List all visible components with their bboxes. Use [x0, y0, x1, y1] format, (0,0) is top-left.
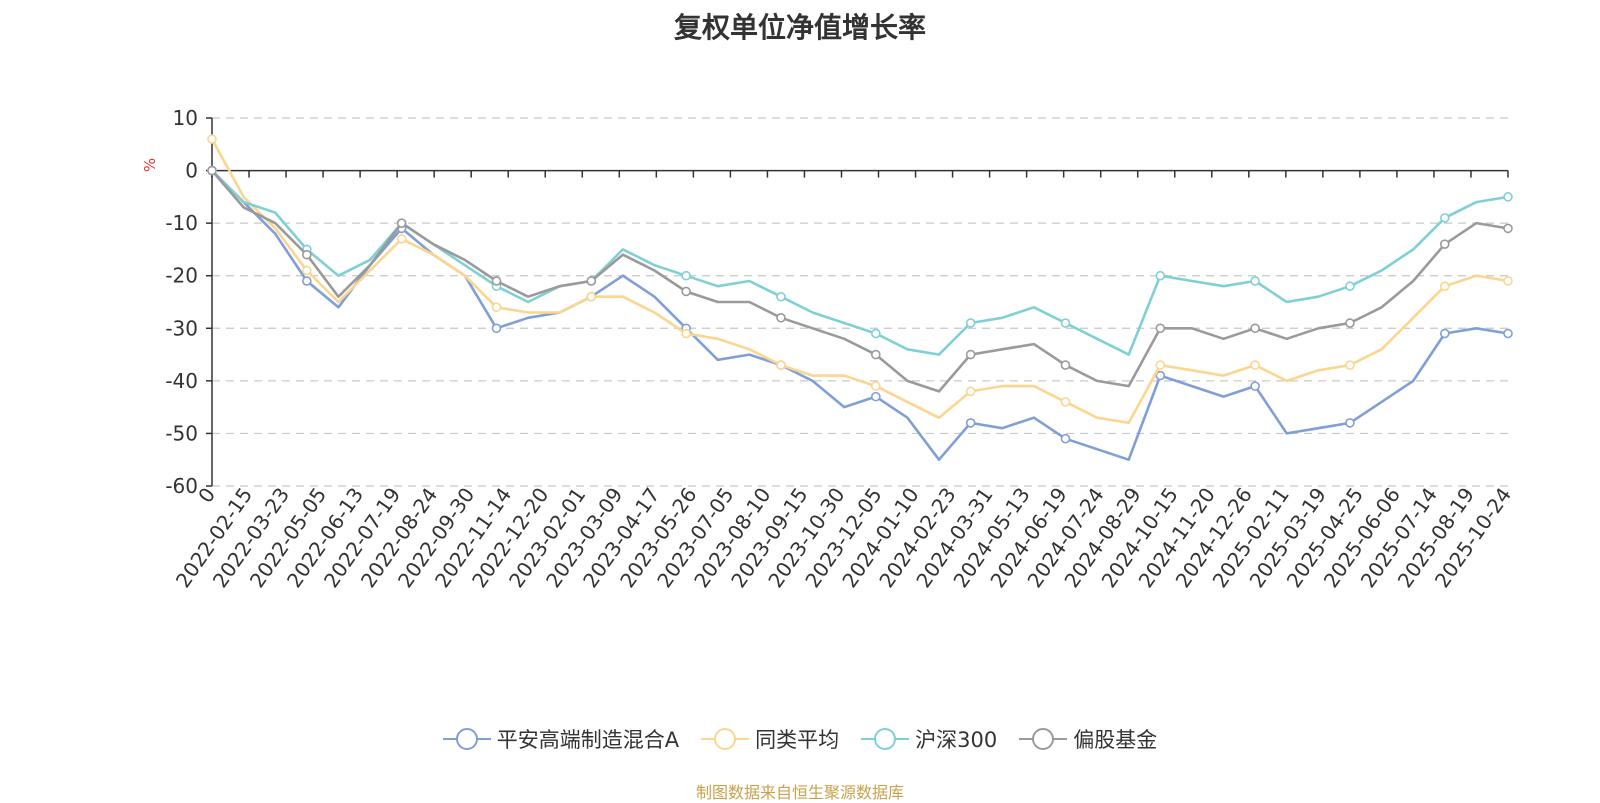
- series-point-1: [1250, 360, 1260, 370]
- series-point-1: [681, 328, 691, 339]
- series-line-1: [210, 138, 1509, 425]
- series-point-3: [1439, 239, 1450, 249]
- legend-item-pingan[interactable]: 平安高端制造混合A: [442, 724, 680, 754]
- series-point-1: [207, 134, 217, 144]
- series-point-1: [302, 265, 312, 276]
- series-point-3: [965, 349, 976, 360]
- legend: 平安高端制造混合A 同类平均 沪深300 偏股基金: [0, 724, 1600, 754]
- legend-item-equity-fund[interactable]: 偏股基金: [1019, 724, 1157, 754]
- legend-marker-icon: [1019, 728, 1068, 750]
- series-point-3: [1250, 323, 1260, 334]
- series-point-1: [1155, 360, 1166, 370]
- series-point-2: [681, 270, 691, 281]
- series-point-0: [1060, 433, 1071, 444]
- y-tick-label: -10: [165, 211, 198, 235]
- series-point-1: [1345, 360, 1355, 370]
- series-point-0: [1503, 328, 1513, 339]
- series-layer: [207, 134, 1513, 461]
- series-point-2: [965, 318, 976, 328]
- grid-layer: [212, 117, 1508, 487]
- y-tick-label: -20: [165, 264, 198, 288]
- series-point-0: [871, 391, 881, 402]
- y-tick-label: -30: [165, 316, 198, 340]
- y-axis-unit-label: %: [141, 158, 159, 172]
- legend-label: 同类平均: [755, 728, 840, 752]
- y-tick-label: -60: [165, 474, 198, 498]
- legend-marker-icon: [442, 728, 491, 750]
- series-point-3: [871, 349, 881, 360]
- series-point-1: [1439, 281, 1450, 292]
- series-point-2: [1250, 276, 1260, 286]
- legend-marker-icon: [701, 728, 750, 750]
- series-point-1: [1503, 276, 1513, 286]
- series-point-3: [207, 165, 217, 176]
- series-point-3: [776, 312, 786, 323]
- series-point-1: [586, 291, 597, 302]
- series-point-3: [1155, 323, 1166, 334]
- series-point-1: [1060, 397, 1071, 407]
- legend-label: 沪深300: [915, 728, 998, 752]
- data-source-note: 制图数据来自恒生聚源数据库: [695, 783, 904, 802]
- series-point-3: [491, 276, 502, 286]
- series-point-1: [491, 302, 502, 313]
- legend-item-csi300[interactable]: 沪深300: [861, 724, 997, 754]
- series-point-2: [1060, 318, 1071, 328]
- series-point-0: [1345, 418, 1355, 428]
- series-point-2: [1345, 281, 1355, 292]
- series-point-3: [1060, 360, 1071, 370]
- series-point-1: [396, 234, 407, 244]
- legend-item-peer-average[interactable]: 同类平均: [701, 724, 839, 754]
- series-point-2: [1439, 213, 1450, 223]
- series-point-0: [302, 276, 312, 286]
- series-point-3: [396, 218, 407, 228]
- series-point-3: [302, 249, 312, 260]
- series-point-3: [586, 276, 597, 286]
- y-tick-label: 0: [185, 159, 198, 183]
- series-line-2: [211, 169, 1509, 356]
- legend-label: 偏股基金: [1073, 728, 1158, 752]
- series-point-0: [1439, 328, 1450, 339]
- series-point-3: [1345, 318, 1355, 328]
- series-point-1: [776, 360, 786, 370]
- series-point-2: [1155, 270, 1166, 281]
- y-tick-label: -50: [165, 421, 198, 445]
- series-point-0: [1155, 370, 1166, 381]
- series-point-1: [965, 386, 976, 397]
- series-point-0: [491, 323, 502, 334]
- series-point-1: [871, 381, 881, 391]
- series-point-2: [871, 328, 881, 339]
- y-tick-label: 10: [173, 106, 198, 130]
- series-point-2: [1503, 192, 1513, 202]
- series-point-0: [965, 418, 976, 428]
- y-tick-label: -40: [165, 369, 198, 393]
- chart-title: 复权单位净值增长率: [673, 11, 926, 44]
- legend-label: 平安高端制造混合A: [496, 728, 680, 752]
- axis-layer: 100-10-20-30-40-50-6002022-02-152022-03-…: [165, 106, 1516, 592]
- series-line-0: [211, 169, 1509, 461]
- series-point-2: [776, 291, 786, 302]
- series-line-3: [211, 169, 1509, 393]
- series-point-0: [1250, 381, 1260, 391]
- series-point-3: [1503, 223, 1513, 234]
- legend-marker-icon: [861, 728, 910, 750]
- series-point-3: [681, 286, 691, 297]
